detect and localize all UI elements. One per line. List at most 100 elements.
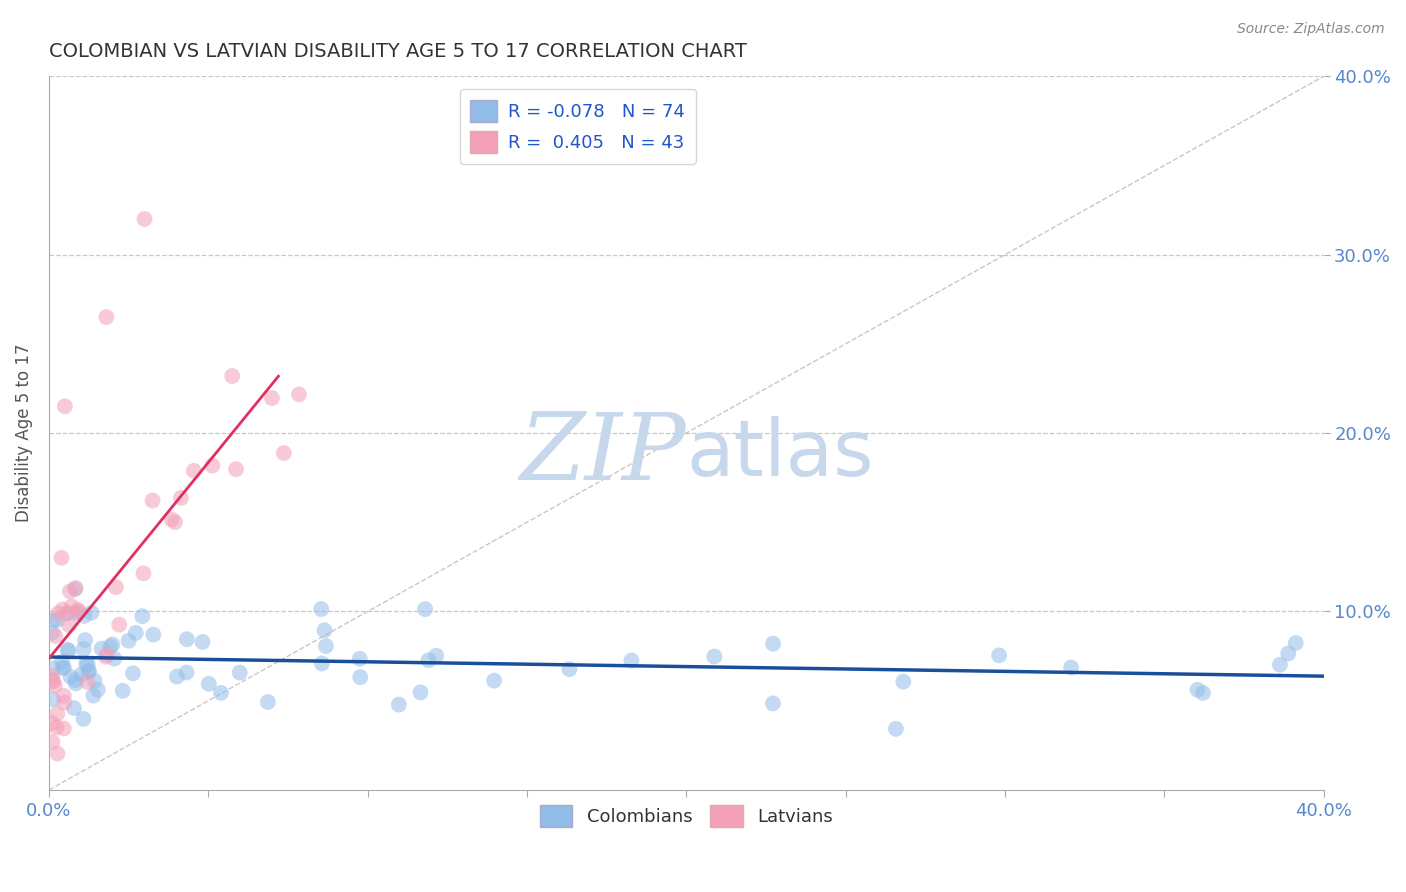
Point [76,657,98,672]
Point [228,665,250,680]
Point [260,391,283,405]
Point [183,464,205,478]
Point [59,670,82,684]
Point [257,695,280,709]
Point [104,580,127,594]
Point [87,682,110,697]
Point [41,735,63,749]
Point [988,648,1011,663]
Point [141,493,163,508]
Point [349,651,371,665]
Point [191,635,214,649]
Point [482,673,505,688]
Point [762,637,785,651]
Point [67,605,90,619]
Point [53,661,76,675]
Point [46,747,69,761]
Point [46,613,69,627]
Point [197,677,219,691]
Point [80,606,103,620]
Text: Source: ZipAtlas.com: Source: ZipAtlas.com [1237,22,1385,37]
Point [77,665,100,679]
Point [425,648,447,663]
Point [125,626,148,640]
Point [76,675,98,690]
Point [762,697,785,711]
Point [51,550,73,565]
Point [221,369,243,384]
Point [1268,657,1291,672]
Point [122,666,145,681]
Point [703,649,725,664]
Text: atlas: atlas [686,417,875,492]
Point [558,662,581,676]
Point [315,639,337,653]
Point [42,674,65,689]
Point [134,211,156,226]
Point [884,722,907,736]
Point [70,667,93,681]
Point [101,637,124,651]
Point [41,669,63,683]
Point [170,491,193,505]
Point [94,649,117,664]
Point [1192,686,1215,700]
Point [100,640,122,654]
Point [176,632,198,647]
Point [63,701,86,715]
Point [273,446,295,460]
Point [314,624,336,638]
Point [52,722,75,736]
Point [56,642,79,657]
Point [77,664,100,678]
Point [620,654,643,668]
Point [82,689,104,703]
Point [65,607,87,621]
Point [60,599,83,614]
Point [52,689,75,703]
Point [41,715,63,730]
Point [46,706,69,721]
Point [311,657,333,671]
Point [132,566,155,581]
Point [58,644,80,658]
Point [44,678,66,692]
Point [75,657,97,671]
Point [117,633,139,648]
Text: ZIP: ZIP [520,409,686,500]
Point [349,670,371,684]
Y-axis label: Disability Age 5 to 17: Disability Age 5 to 17 [15,343,32,523]
Point [66,603,89,617]
Point [53,696,76,710]
Point [90,641,112,656]
Point [1285,636,1308,650]
Point [309,602,332,616]
Point [65,581,87,595]
Point [63,582,86,596]
Point [72,642,94,657]
Point [413,602,436,616]
Text: COLOMBIAN VS LATVIAN DISABILITY AGE 5 TO 17 CORRELATION CHART: COLOMBIAN VS LATVIAN DISABILITY AGE 5 TO… [49,42,747,61]
Point [65,673,87,687]
Point [103,651,125,665]
Point [891,674,914,689]
Point [56,607,79,621]
Point [46,606,69,620]
Point [45,720,67,734]
Point [52,602,75,616]
Point [72,712,94,726]
Point [1060,660,1083,674]
Point [53,399,76,413]
Legend: Colombians, Latvians: Colombians, Latvians [533,798,841,834]
Point [1187,682,1209,697]
Point [96,648,118,662]
Point [42,692,65,706]
Point [201,458,224,473]
Point [83,673,105,688]
Point [41,625,63,640]
Point [41,673,63,688]
Point [418,653,440,667]
Point [108,617,131,632]
Point [176,665,198,680]
Point [131,609,153,624]
